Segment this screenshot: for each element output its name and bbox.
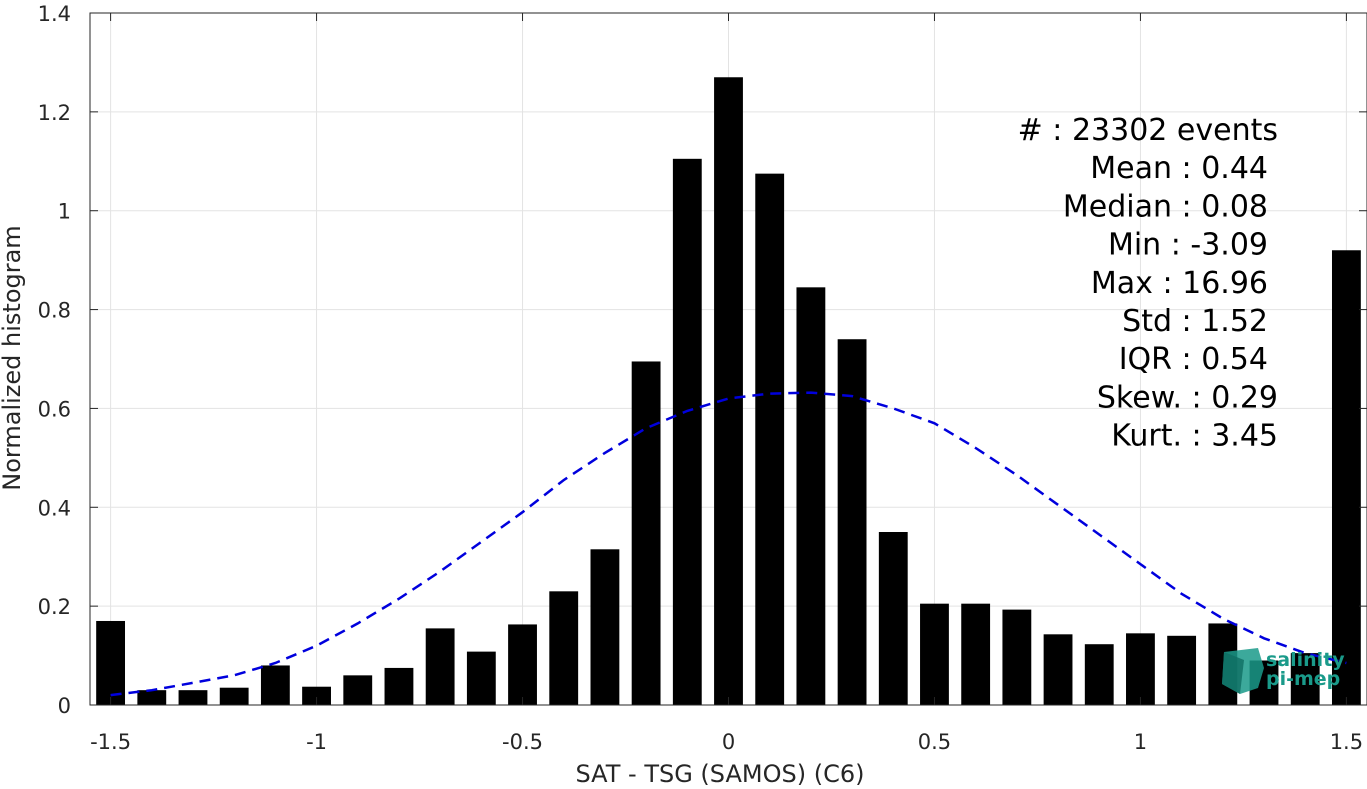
- x-tick-label: 0.5: [918, 730, 951, 754]
- x-axis-ticks: -1.5 -1 -0.5 0 0.5 1 1.5: [90, 13, 1363, 754]
- x-tick-label: -1.5: [90, 730, 131, 754]
- gaussian-fit-curve: [110, 391, 1347, 697]
- stats-line: Min : -3.09: [1108, 228, 1268, 263]
- x-axis-label: SAT - TSG (SAMOS) (C6): [576, 760, 865, 785]
- y-tick-label: 0.8: [38, 299, 71, 323]
- histogram-bar: [260, 665, 290, 705]
- histogram-bar: [549, 591, 579, 705]
- histogram-bar: [96, 620, 126, 705]
- stats-line: Std : 1.52: [1122, 304, 1268, 339]
- stats-line: Max : 16.96: [1091, 266, 1268, 301]
- y-tick-label: 0.4: [38, 496, 71, 520]
- histogram-bar: [425, 628, 455, 705]
- histogram-bar: [137, 690, 167, 705]
- histogram-bar: [672, 158, 702, 706]
- histogram-bar: [343, 675, 373, 705]
- histogram-bar: [302, 686, 331, 705]
- y-tick-label: 1.4: [38, 2, 71, 26]
- histogram-bar: [796, 287, 826, 705]
- stats-line: Skew. : 0.29: [1097, 380, 1278, 415]
- histogram-bar: [1290, 653, 1320, 705]
- histogram-bar: [714, 77, 743, 705]
- y-tick-label: 1: [58, 200, 71, 224]
- salinity-pi-mep-logo: salinity pi-mep: [1222, 648, 1345, 694]
- y-tick-label: 0.6: [38, 397, 71, 421]
- histogram-bar: [961, 603, 991, 705]
- histogram-bar: [920, 603, 949, 705]
- histogram-bar: [837, 339, 867, 705]
- stats-line: IQR : 0.54: [1119, 342, 1268, 377]
- histogram-bar: [466, 651, 496, 705]
- histogram-bar: [508, 624, 537, 705]
- histogram-bar: [1167, 635, 1197, 705]
- histogram-bar: [1043, 634, 1073, 705]
- histogram-bars: [96, 77, 1361, 706]
- histogram-bar: [755, 173, 785, 706]
- histogram-bar: [1331, 250, 1361, 705]
- x-tick-label: 1.5: [1330, 730, 1363, 754]
- x-tick-label: 1: [1134, 730, 1147, 754]
- histogram-bar: [384, 667, 414, 705]
- y-tick-label: 0.2: [38, 595, 71, 619]
- histogram-bar: [219, 687, 249, 705]
- histogram-bar: [590, 549, 620, 705]
- y-tick-label: 1.2: [38, 101, 71, 125]
- x-tick-label: -0.5: [502, 730, 543, 754]
- logo-mark-shade-icon: [1222, 652, 1244, 694]
- stats-line: Mean : 0.44: [1090, 151, 1268, 186]
- histogram-bar: [178, 690, 208, 705]
- y-axis-label: Normalized histogram: [0, 225, 26, 490]
- x-tick-label: 0: [722, 730, 735, 754]
- stats-line: Median : 0.08: [1063, 189, 1268, 224]
- logo-text-line2: pi-mep: [1266, 668, 1340, 690]
- x-tick-label: -1: [306, 730, 327, 754]
- histogram-bar: [1126, 633, 1155, 705]
- stats-line: # : 23302 events: [1018, 113, 1278, 148]
- stats-line: Kurt. : 3.45: [1111, 419, 1278, 454]
- y-axis-ticks: 0 0.2 0.4 0.6 0.8 1 1.2 1.4: [38, 2, 1367, 718]
- histogram-bar: [631, 361, 661, 705]
- y-tick-label: 0: [58, 694, 71, 718]
- histogram-bar: [1084, 644, 1114, 705]
- logo-text-line1: salinity: [1266, 649, 1345, 671]
- histogram-bar: [1002, 609, 1032, 705]
- histogram-bar: [878, 532, 908, 705]
